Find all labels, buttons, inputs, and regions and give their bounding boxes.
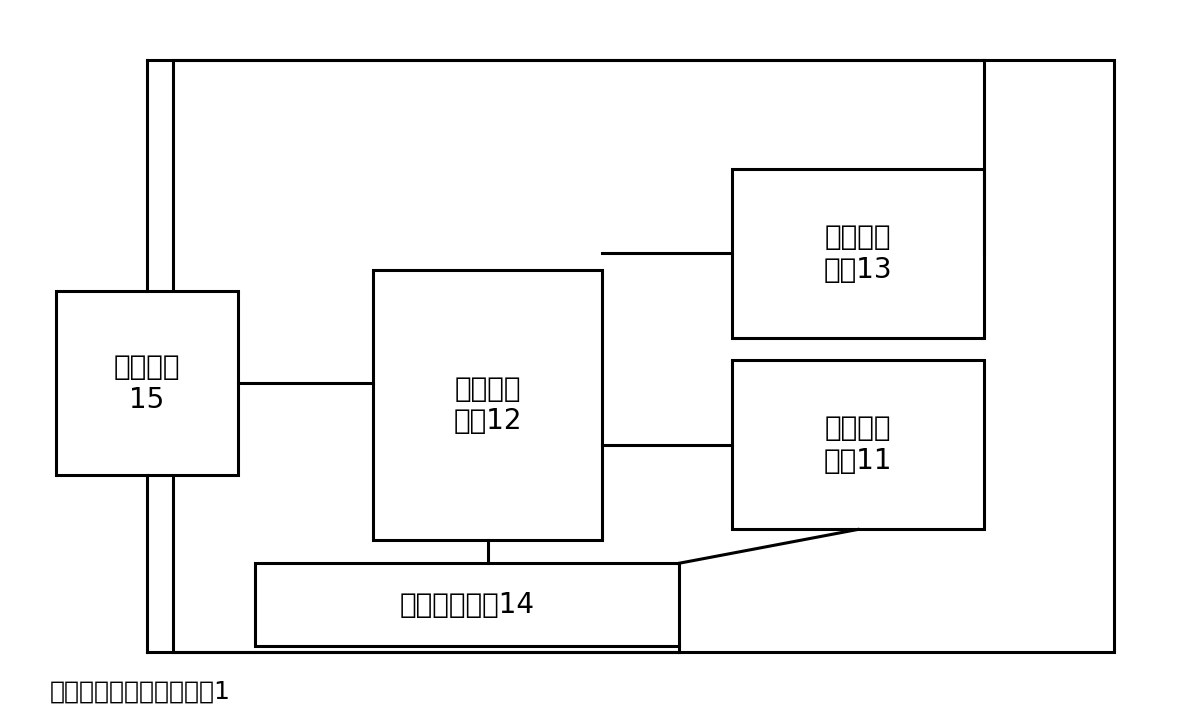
Bar xyxy=(56,292,237,475)
Bar xyxy=(731,169,984,338)
Bar xyxy=(174,60,1114,652)
Text: 图像输出模块14: 图像输出模块14 xyxy=(399,591,535,619)
Bar xyxy=(731,360,984,529)
Text: 供电模块
15: 供电模块 15 xyxy=(113,353,180,414)
Text: 核心处理
模块12: 核心处理 模块12 xyxy=(454,375,522,435)
Text: 显示与触控联合检测模块1: 显示与触控联合检测模块1 xyxy=(50,680,230,704)
Text: 触控识别
模块13: 触控识别 模块13 xyxy=(823,223,892,284)
Text: 图像储存
模块11: 图像储存 模块11 xyxy=(823,414,892,475)
Bar xyxy=(373,270,602,540)
Bar xyxy=(255,563,679,646)
